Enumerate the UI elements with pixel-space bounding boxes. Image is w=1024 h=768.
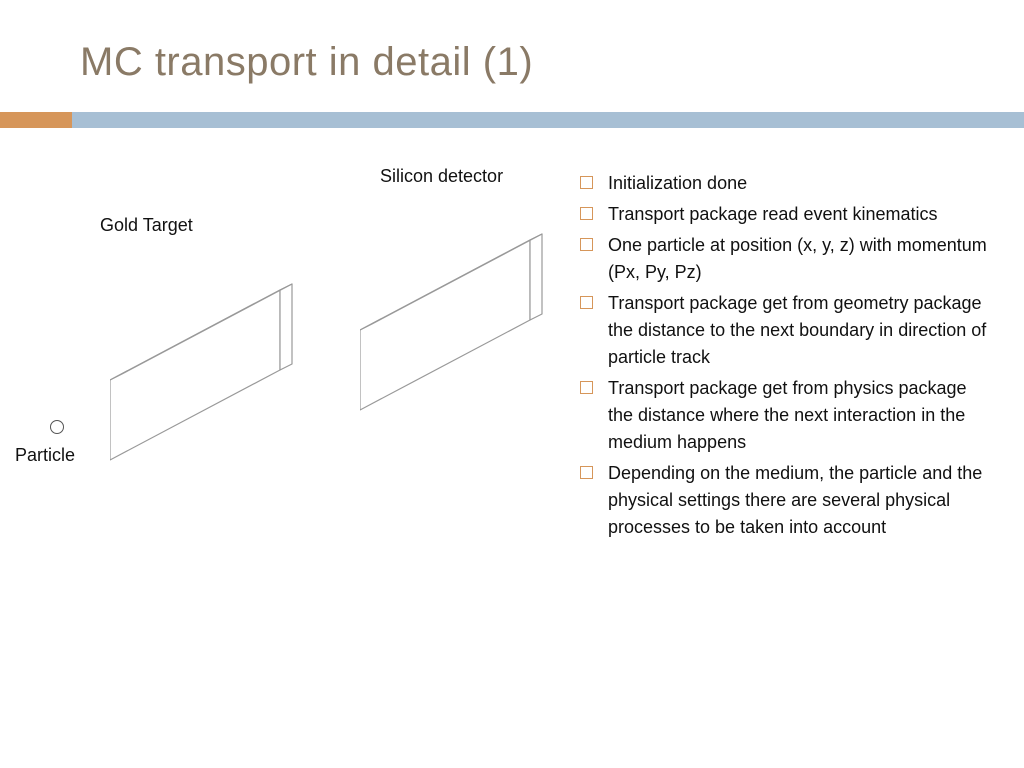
- bullet-item: Transport package read event kinematics: [580, 201, 990, 228]
- bullet-item: One particle at position (x, y, z) with …: [580, 232, 990, 286]
- bullet-item: Transport package get from geometry pack…: [580, 290, 990, 371]
- gold-target-panel: [110, 250, 310, 480]
- particle-label: Particle: [15, 445, 75, 466]
- accent-blue: [72, 112, 1024, 128]
- bullet-item: Transport package get from physics packa…: [580, 375, 990, 456]
- bullet-item: Initialization done: [580, 170, 990, 197]
- slide-title: MC transport in detail (1): [80, 40, 533, 85]
- bullet-list: Initialization done Transport package rea…: [580, 170, 990, 545]
- diagram-area: Silicon detector Gold Target Particle: [10, 160, 560, 530]
- bullet-item: Depending on the medium, the particle an…: [580, 460, 990, 541]
- accent-orange: [0, 112, 72, 128]
- gold-target-label: Gold Target: [100, 215, 193, 236]
- particle-icon: [50, 420, 64, 434]
- accent-bar: [0, 112, 1024, 128]
- silicon-detector-label: Silicon detector: [380, 166, 503, 187]
- silicon-detector-panel: [360, 200, 560, 430]
